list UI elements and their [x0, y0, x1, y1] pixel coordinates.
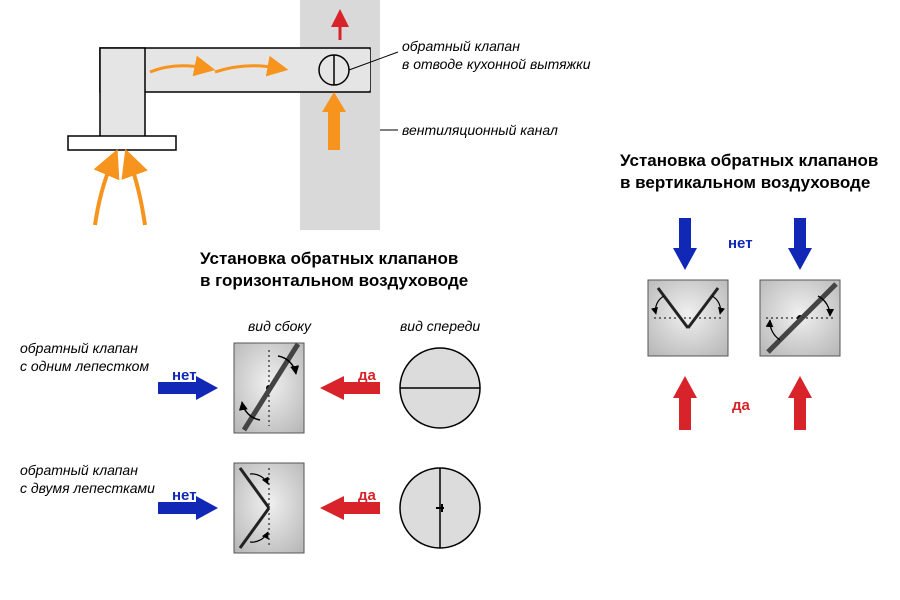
horiz-row-single: нет да	[150, 338, 530, 438]
no-arrow-blue-right	[788, 218, 812, 270]
yes-arrow-red-left	[673, 376, 697, 430]
horiz-title: Установка обратных клапанов в горизонтал…	[200, 248, 468, 292]
vent-channel-callout: вентиляционный канал	[402, 122, 558, 138]
yes-label-vert: да	[732, 397, 751, 414]
no-label-2: нет	[172, 487, 197, 504]
double-petal-label-line1: обратный клапан	[20, 462, 155, 480]
hood-plate	[68, 136, 176, 150]
yes-label-2: да	[358, 487, 377, 504]
side-view-header: вид сбоку	[248, 318, 311, 334]
vert-title-line2: в вертикальном воздуховоде	[620, 172, 878, 194]
double-petal-label-line2: с двумя лепестками	[20, 480, 155, 498]
horiz-title-line1: Установка обратных клапанов	[200, 248, 468, 270]
no-label: нет	[172, 367, 197, 384]
no-label-vert: нет	[728, 235, 753, 252]
horiz-title-line2: в горизонтальном воздуховоде	[200, 270, 468, 292]
double-petal-label: обратный клапан с двумя лепестками	[20, 462, 155, 497]
vent-channel-callout-text: вентиляционный канал	[402, 122, 558, 138]
vert-title-line1: Установка обратных клапанов	[620, 150, 878, 172]
check-valve-callout-line1: обратный клапан	[402, 38, 591, 56]
yes-label: да	[358, 367, 377, 384]
yes-arrow-red-right	[788, 376, 812, 430]
horiz-row-double: нет да	[150, 458, 530, 558]
single-petal-label: обратный клапан с одним лепестком	[20, 340, 149, 375]
intake-arrows	[95, 162, 145, 225]
no-arrow-blue-left	[673, 218, 697, 270]
vert-title: Установка обратных клапанов в вертикальн…	[620, 150, 878, 194]
single-petal-label-line1: обратный клапан	[20, 340, 149, 358]
check-valve-callout: обратный клапан в отводе кухонной вытяжк…	[402, 38, 591, 73]
vert-diagram: нет да	[620, 210, 880, 450]
front-view-header: вид спереди	[400, 318, 480, 334]
single-petal-label-line2: с одним лепестком	[20, 358, 149, 376]
top-diagram	[0, 0, 560, 230]
check-valve-callout-line2: в отводе кухонной вытяжки	[402, 56, 591, 74]
